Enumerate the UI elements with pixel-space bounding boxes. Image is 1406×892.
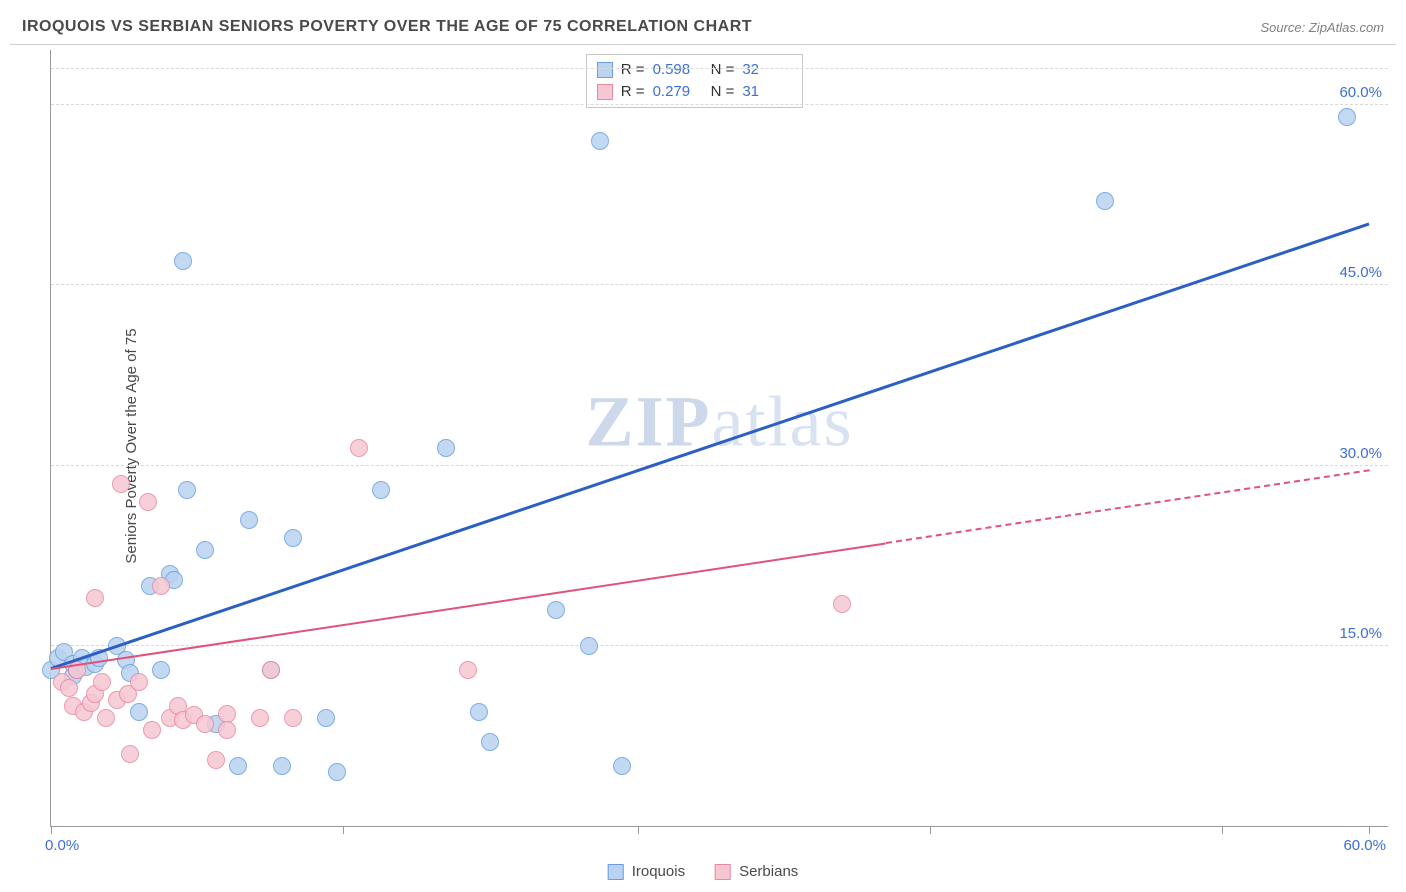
x-tick [51,826,52,834]
scatter-point [240,511,258,529]
legend-label: Iroquois [632,863,685,880]
scatter-point [229,757,247,775]
scatter-point [317,709,335,727]
scatter-point [372,481,390,499]
trend-line [51,222,1370,669]
chart-container: IROQUOIS VS SERBIAN SENIORS POVERTY OVER… [0,0,1406,892]
legend-swatch [608,864,624,880]
scatter-point [580,637,598,655]
scatter-point [273,757,291,775]
legend-label: Serbians [739,863,798,880]
n-label: N = [711,59,735,81]
scatter-point [470,703,488,721]
y-tick-label: 60.0% [1339,84,1382,101]
scatter-point [613,757,631,775]
scatter-point [130,673,148,691]
r-value: 0.598 [653,59,703,81]
scatter-point [196,715,214,733]
legend-item: Iroquois [608,863,685,880]
y-tick-label: 15.0% [1339,625,1382,642]
scatter-point [284,529,302,547]
bottom-legend: Iroquois Serbians [608,863,799,880]
x-tick [930,826,931,834]
r-value: 0.279 [653,81,703,103]
gridline [51,68,1388,69]
scatter-point [86,589,104,607]
n-label: N = [711,81,735,103]
r-label: R = [621,59,645,81]
trend-line [886,470,1370,545]
r-label: R = [621,81,645,103]
stats-row: R = 0.279 N = 31 [597,81,793,103]
legend-swatch [597,62,613,78]
scatter-point [833,595,851,613]
scatter-point [130,703,148,721]
plot-area: ZIPatlas R = 0.598 N = 32 R = 0.279 N = 31 15.0… [50,50,1388,827]
scatter-point [437,439,455,457]
scatter-point [284,709,302,727]
scatter-point [139,493,157,511]
title-bar: IROQUOIS VS SERBIAN SENIORS POVERTY OVER… [10,10,1396,45]
scatter-point [459,661,477,679]
gridline [51,104,1388,105]
legend-swatch [715,864,731,880]
gridline [51,645,1388,646]
scatter-point [262,661,280,679]
chart-title: IROQUOIS VS SERBIAN SENIORS POVERTY OVER… [22,18,752,36]
legend-item: Serbians [715,863,798,880]
y-tick-label: 30.0% [1339,445,1382,462]
x-tick [343,826,344,834]
x-tick-label: 60.0% [1343,837,1386,854]
n-value: 31 [742,81,792,103]
n-value: 32 [742,59,792,81]
scatter-point [152,577,170,595]
legend-swatch [597,84,613,100]
scatter-point [112,475,130,493]
scatter-point [1338,108,1356,126]
y-tick-label: 45.0% [1339,264,1382,281]
scatter-point [328,763,346,781]
scatter-point [1096,192,1114,210]
watermark: ZIPatlas [586,381,854,464]
scatter-point [174,252,192,270]
x-tick [1222,826,1223,834]
scatter-point [218,721,236,739]
scatter-point [350,439,368,457]
scatter-point [251,709,269,727]
scatter-point [143,721,161,739]
scatter-point [152,661,170,679]
stats-row: R = 0.598 N = 32 [597,59,793,81]
scatter-point [196,541,214,559]
stats-box: R = 0.598 N = 32 R = 0.279 N = 31 [586,54,804,108]
scatter-point [547,601,565,619]
scatter-point [97,709,115,727]
scatter-point [481,733,499,751]
trend-line [51,542,886,670]
scatter-point [591,132,609,150]
scatter-point [60,679,78,697]
gridline [51,465,1388,466]
scatter-point [207,751,225,769]
scatter-point [178,481,196,499]
x-tick [638,826,639,834]
x-tick-label: 0.0% [45,837,79,854]
source-label: Source: ZipAtlas.com [1260,20,1384,35]
scatter-point [121,745,139,763]
x-tick [1369,826,1370,834]
scatter-point [93,673,111,691]
